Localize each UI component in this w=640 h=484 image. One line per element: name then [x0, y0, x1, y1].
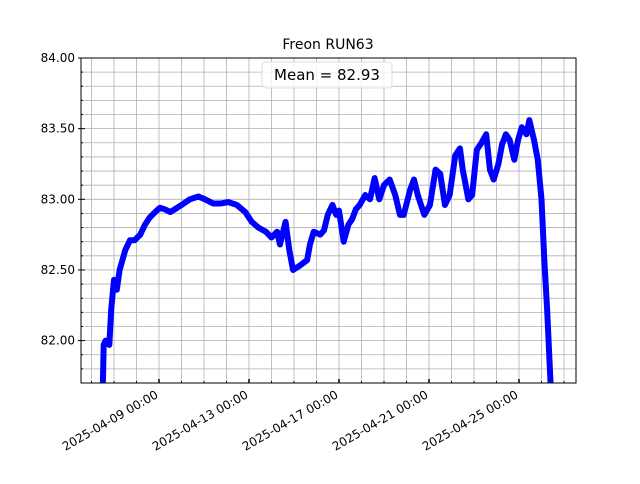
data-line: [99, 117, 554, 383]
annotation-box: [261, 61, 393, 89]
chart-title: Freon RUN63: [282, 37, 373, 53]
y-tick-label: 83.50: [41, 122, 75, 136]
y-tick-label: 82.50: [41, 263, 75, 277]
y-tick-label: 82.00: [41, 334, 75, 348]
axes-frame: [80, 57, 577, 384]
y-tick-label: 84.00: [41, 51, 75, 65]
annotation: Mean = 82.93: [274, 66, 380, 84]
plot-area: [99, 117, 554, 383]
y-tick-label: 83.00: [41, 192, 75, 206]
